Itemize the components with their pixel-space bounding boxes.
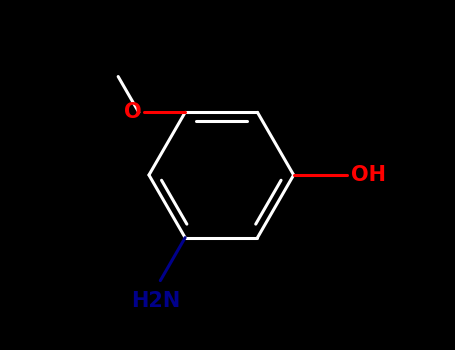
- Text: OH: OH: [351, 165, 386, 185]
- Text: H2N: H2N: [131, 291, 181, 311]
- Text: O: O: [124, 102, 142, 122]
